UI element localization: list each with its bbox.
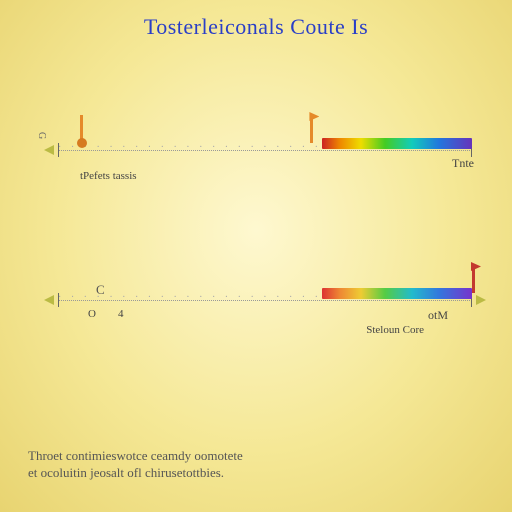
axis-line [58,150,472,151]
footer-text: Throet contimieswotce ceamdy oomotete et… [28,447,484,482]
arrow-right-icon [476,295,486,305]
footer-line-1: Throet contimieswotce ceamdy oomotete [28,448,243,463]
scale-right-label: Tnte [452,156,474,171]
tick-left [58,293,59,307]
flag-icon [471,262,481,271]
upper-scale: · · · · · · · · · · · · · · · · · · · · … [58,112,472,202]
footer-line-2: et ocoluitin jeosalt ofl chirusetottbies… [28,465,224,480]
arrow-left-icon [44,295,54,305]
marker-right [468,265,478,299]
axis-left-label: G [36,132,47,139]
spectrum-bar [322,138,472,149]
axis-line [58,300,472,301]
scale-under-label: Steloun Core [366,324,424,336]
page-title: Tosterleiconals Coute Is [0,14,512,40]
arrow-left-icon [44,145,54,155]
tick-left [58,143,59,157]
ball-icon [77,138,87,148]
tick-label-right: 4 [118,308,124,320]
flag-icon [309,112,319,121]
marker-mid [306,115,316,149]
scale-under-label: tPefets tassis [80,170,137,182]
lower-scale: · · · · · · · · · · · · · · · · · · · · … [58,262,472,352]
spectrum-bar [322,288,472,299]
scale-right-label: otM [428,308,448,323]
marker-left [77,115,87,149]
c-glyph: C [96,282,105,298]
infographic-page: Tosterleiconals Coute Is · · · · · · · ·… [0,0,512,512]
tick-label-left: O [88,308,96,320]
